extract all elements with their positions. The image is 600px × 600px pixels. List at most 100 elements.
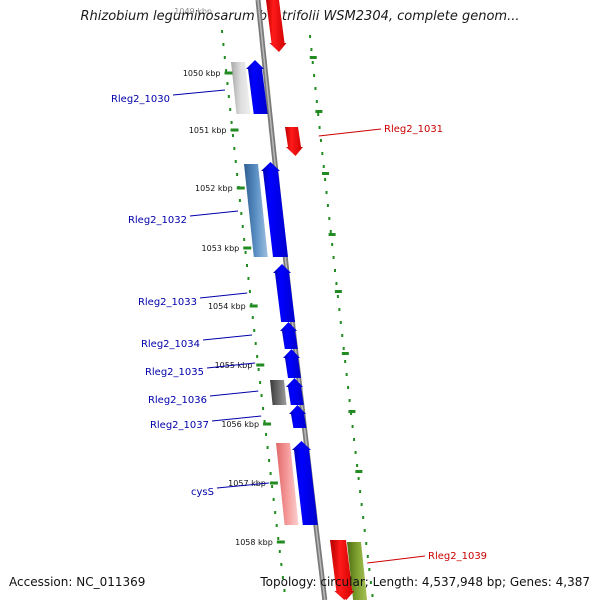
- gene-labels: Rleg2_1030 Rleg2_1031 Rleg2_1032 Rleg2_1033…: [111, 89, 487, 564]
- inner-track-dot: [262, 407, 265, 410]
- gene-label-rleg2_1034[interactable]: Rleg2_1034: [141, 339, 200, 350]
- outer-track-dot: [359, 490, 362, 493]
- gene-arrow-rleg2_1034: [280, 322, 298, 349]
- outer-track-dot: [318, 126, 321, 129]
- outer-track-dot: [339, 321, 342, 324]
- inner-track-dot: [278, 550, 281, 553]
- outer-track-dot: [362, 516, 365, 519]
- label-leader-line: [367, 555, 426, 564]
- outer-track-dot: [342, 347, 345, 350]
- outer-track-dot: [368, 568, 371, 571]
- inner-track-dot: [283, 589, 286, 592]
- label-leader-line: [318, 128, 382, 137]
- outer-track-dot: [371, 594, 374, 597]
- outer-track-dot: [322, 165, 325, 168]
- outer-track-dot: [354, 451, 357, 454]
- tick-label: 1050 kbp: [183, 69, 221, 78]
- inner-track-dot: [231, 134, 234, 137]
- gene-label-rleg2_1036[interactable]: Rleg2_1036: [148, 395, 207, 406]
- gene-arrow-partial-bottom: [332, 540, 355, 600]
- gene-label-rleg2_1037[interactable]: Rleg2_1037: [150, 420, 209, 431]
- inner-track-dot: [277, 537, 280, 540]
- dotted-tracks: [221, 30, 374, 597]
- inner-track-dot: [246, 264, 249, 267]
- inner-track-dot: [243, 238, 246, 241]
- outer-track-dot: [335, 282, 338, 285]
- inner-track-dot: [251, 316, 254, 319]
- outer-track-dash: [348, 410, 356, 413]
- inner-track-dot: [271, 485, 274, 488]
- accession-text: Accession: NC_011369: [9, 575, 146, 589]
- outer-track-dash: [355, 470, 363, 473]
- gene-arrow-rleg2_1032: [261, 162, 288, 257]
- inner-track-dot: [280, 563, 283, 566]
- inner-track-dot: [281, 576, 284, 579]
- tick-mark: [276, 540, 285, 544]
- inner-track-dot: [263, 420, 266, 423]
- gene-label-rleg2_1033[interactable]: Rleg2_1033: [138, 297, 197, 308]
- inner-track-dot: [256, 355, 259, 358]
- outer-track-dot: [334, 269, 337, 272]
- inner-track-dot: [274, 511, 277, 514]
- tick-mark: [256, 363, 265, 367]
- gene-arrow-rleg2_1036: [286, 378, 304, 405]
- outer-track-dot: [351, 425, 354, 428]
- outer-track-dot: [317, 113, 320, 116]
- inner-track-dot: [240, 212, 243, 215]
- tick-mark: [243, 246, 252, 250]
- outer-track-dot: [357, 477, 360, 480]
- inner-track-dot: [265, 433, 268, 436]
- gene-label-rleg2_1032[interactable]: Rleg2_1032: [128, 215, 187, 226]
- outer-track-dot: [356, 464, 359, 467]
- outer-track-dot: [321, 152, 324, 155]
- outer-track-dot: [329, 230, 332, 233]
- gene-label-cyss[interactable]: cysS: [191, 487, 214, 498]
- label-leader-line: [206, 362, 256, 369]
- outer-track-dot: [365, 542, 368, 545]
- gene-label-rleg2_1039[interactable]: Rleg2_1039: [428, 551, 487, 562]
- inner-track-dot: [257, 368, 260, 371]
- inner-track-dot: [223, 56, 226, 59]
- label-leader-line: [211, 415, 262, 422]
- inner-track-dot: [272, 498, 275, 501]
- inner-track-dot: [241, 225, 244, 228]
- inner-track-dot: [244, 251, 247, 254]
- outer-track-dash: [334, 290, 342, 293]
- inner-track-dot: [226, 82, 229, 85]
- outer-track-dot: [325, 191, 328, 194]
- outer-track-dot: [350, 412, 353, 415]
- inner-track-dot: [254, 342, 257, 345]
- outer-track-dot: [338, 308, 341, 311]
- cog-track: [231, 62, 368, 600]
- tick-mark: [269, 481, 278, 485]
- outer-track-dot: [344, 360, 347, 363]
- tick-label: 1058 kbp: [235, 538, 273, 547]
- genome-summary-text: Topology: circular; Length: 4,537,948 bp…: [260, 575, 590, 589]
- inner-track-dot: [229, 108, 232, 111]
- outer-track-dot: [311, 61, 314, 64]
- label-leader-line: [209, 390, 259, 397]
- tick-label: 1056 kbp: [221, 420, 259, 429]
- inner-track-dot: [238, 199, 241, 202]
- inner-track-dot: [247, 277, 250, 280]
- outer-track-dot: [332, 256, 335, 259]
- outer-track-dot: [336, 295, 339, 298]
- outer-track-dot: [313, 74, 316, 77]
- gene-label-rleg2_1030[interactable]: Rleg2_1030: [111, 94, 170, 105]
- outer-track-dot: [326, 204, 329, 207]
- gene-arrow-rleg2_1033: [273, 264, 296, 322]
- inner-track-dot: [221, 30, 224, 33]
- inner-track-dot: [268, 459, 271, 462]
- tick-mark: [224, 71, 233, 75]
- label-leader-line: [199, 292, 248, 299]
- gene-label-rleg2_1035[interactable]: Rleg2_1035: [145, 367, 204, 378]
- cog-bar-rleg2_1030: [231, 62, 251, 114]
- outer-track-dot: [314, 87, 317, 90]
- tick-mark: [230, 128, 239, 132]
- outer-track-dash: [341, 352, 349, 355]
- inner-track-dot: [225, 69, 228, 72]
- outer-track-dot: [348, 399, 351, 402]
- gene-label-rleg2_1031[interactable]: Rleg2_1031: [384, 124, 443, 135]
- outer-track-dot: [319, 139, 322, 142]
- outer-track-dot: [310, 48, 313, 51]
